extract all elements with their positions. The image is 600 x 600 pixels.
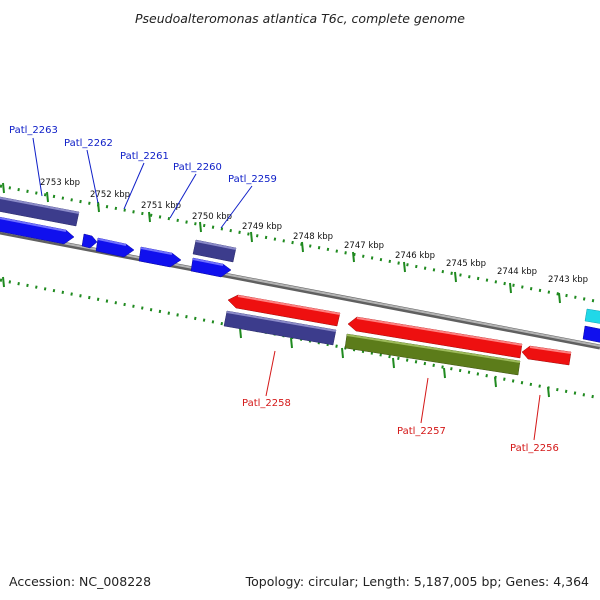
gene-highlight xyxy=(0,196,80,214)
outer-major-tick xyxy=(509,282,512,294)
outer-major-tick xyxy=(403,261,406,273)
gene-highlight xyxy=(237,295,341,315)
gene-label-top[interactable]: Patl_2260 xyxy=(173,162,222,173)
gene-highlight xyxy=(0,217,67,232)
inner-major-tick xyxy=(341,347,344,359)
gene-cyan-edge[interactable] xyxy=(584,308,600,324)
genome-summary-text: Topology: circular; Length: 5,187,005 bp… xyxy=(245,574,589,589)
leader-line xyxy=(220,185,253,229)
top-gene-labels: Patl_2263 Patl_2262 Patl_2261 Patl_2260 … xyxy=(9,125,277,229)
outer-major-tick xyxy=(46,191,49,203)
gene-highlight xyxy=(97,238,127,246)
ruler-labels: 2753 kbp 2752 kbp 2751 kbp 2750 kbp 2749… xyxy=(40,178,588,285)
ruler-label: 2744 kbp xyxy=(497,267,537,277)
outer-major-tick xyxy=(148,211,151,223)
leader-line xyxy=(32,137,43,197)
gene-highlight xyxy=(192,258,224,266)
gene-blue-edge[interactable] xyxy=(582,325,600,343)
forward-genes xyxy=(0,196,600,343)
gene-label-top[interactable]: Patl_2259 xyxy=(228,174,277,185)
inner-major-tick xyxy=(443,367,446,379)
outer-major-tick xyxy=(2,182,5,194)
gene-Patl_2260[interactable] xyxy=(95,237,135,258)
inner-major-tick xyxy=(392,357,395,369)
accession-text: Accession: NC_008228 xyxy=(9,574,151,589)
ruler-label: 2743 kbp xyxy=(548,275,588,285)
reverse-genes xyxy=(223,294,572,376)
gene-Patl_2259b[interactable] xyxy=(190,257,232,278)
inner-major-tick xyxy=(290,337,293,349)
outer-major-tick xyxy=(301,241,304,253)
ruler-label: 2751 kbp xyxy=(141,201,181,211)
inner-tick-ruler xyxy=(0,276,600,400)
genome-backbone xyxy=(0,229,600,350)
leader-line xyxy=(420,377,429,424)
ruler-label: 2747 kbp xyxy=(344,241,384,251)
leader-line xyxy=(265,350,276,397)
bottom-gene-labels: Patl_2258 Patl_2257 Patl_2256 xyxy=(242,350,559,454)
outer-major-tick xyxy=(97,201,100,213)
outer-major-tick xyxy=(454,271,457,283)
backbone-shadow xyxy=(0,229,600,350)
ruler-label: 2749 kbp xyxy=(242,222,282,232)
gene-highlight xyxy=(195,240,237,250)
leader-line xyxy=(86,149,99,204)
gene-Patl_2259a[interactable] xyxy=(138,246,182,268)
ruler-label: 2745 kbp xyxy=(446,259,486,269)
gene-label-bottom[interactable]: Patl_2257 xyxy=(397,426,446,437)
gene-highlight xyxy=(226,311,337,332)
gene-label-top[interactable]: Patl_2263 xyxy=(9,125,58,136)
ruler-label: 2748 kbp xyxy=(293,232,333,242)
gene-highlight xyxy=(529,346,572,354)
ruler-label: 2752 kbp xyxy=(90,190,130,200)
outer-major-tick xyxy=(352,251,355,263)
outer-tick-ruler xyxy=(0,182,600,304)
gene-label-bottom[interactable]: Patl_2256 xyxy=(510,443,559,454)
inner-major-tick xyxy=(2,276,5,288)
inner-major-tick xyxy=(494,376,497,388)
gene-Patl_2259[interactable] xyxy=(192,239,237,263)
gene-Patl_2261[interactable] xyxy=(81,233,98,249)
leader-line xyxy=(533,394,541,441)
gene-highlight xyxy=(140,247,173,255)
map-title: Pseudoalteromonas atlantica T6c, complet… xyxy=(135,11,465,26)
inner-major-tick xyxy=(239,327,242,339)
ruler-label: 2750 kbp xyxy=(192,212,232,222)
gene-label-bottom[interactable]: Patl_2258 xyxy=(242,398,291,409)
gene-highlight xyxy=(346,334,521,363)
leader-line xyxy=(169,173,197,219)
ruler-label: 2746 kbp xyxy=(395,251,435,261)
leader-line xyxy=(123,162,145,210)
gene-label-top[interactable]: Patl_2261 xyxy=(120,151,169,162)
ruler-label: 2753 kbp xyxy=(40,178,80,188)
outer-major-tick xyxy=(199,221,202,233)
inner-major-tick xyxy=(547,386,550,398)
gene-highlight xyxy=(356,317,523,346)
backbone-highlight xyxy=(0,230,600,347)
outer-major-tick xyxy=(558,292,561,304)
gene-label-top[interactable]: Patl_2262 xyxy=(64,138,113,149)
outer-major-tick xyxy=(250,231,253,243)
